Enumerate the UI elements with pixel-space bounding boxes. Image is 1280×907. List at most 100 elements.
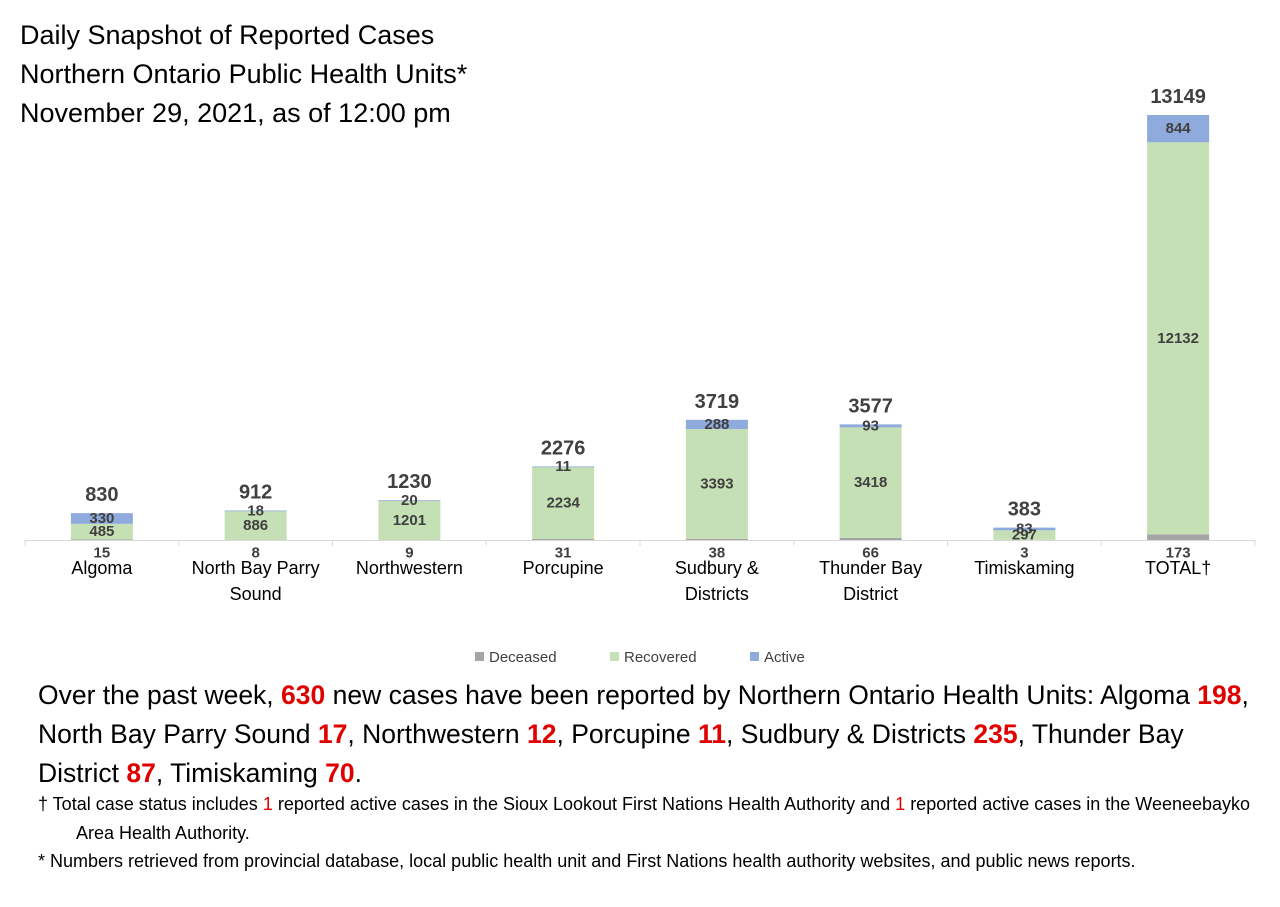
bar-segment-recovered — [70, 523, 133, 540]
data-label-active: 11 — [555, 458, 571, 475]
total-label: 13149 — [1150, 86, 1206, 108]
summary-item-name: Northwestern — [362, 719, 528, 749]
bar-segment-recovered — [532, 466, 595, 539]
summary-item-value: 235 — [973, 719, 1018, 749]
footnote-dagger-num2: 1 — [895, 794, 906, 814]
category-label: North Bay Parry — [192, 558, 320, 578]
summary-item-value: 198 — [1197, 680, 1242, 710]
data-label-recovered: 3418 — [854, 474, 887, 491]
data-label-recovered: 1201 — [393, 512, 426, 529]
bar-segment-recovered — [993, 530, 1056, 540]
title-line-1: Daily Snapshot of Reported Cases — [20, 20, 435, 50]
data-label-active: 18 — [247, 502, 264, 519]
bar-segment-recovered — [839, 427, 902, 538]
data-label-recovered: 2234 — [546, 494, 580, 511]
data-label-deceased: 38 — [709, 545, 726, 562]
bar-segment-active — [70, 513, 133, 524]
data-label-deceased: 66 — [862, 545, 879, 562]
legend-label-deceased: Deceased — [489, 649, 557, 666]
summary-item-name: North Bay Parry Sound — [38, 719, 318, 749]
total-label: 3577 — [848, 395, 893, 417]
title-line-3: November 29, 2021, as of 12:00 pm — [20, 98, 451, 128]
legend: Deceased Recovered Active — [475, 649, 805, 666]
bar-segment-active — [1147, 115, 1210, 143]
summary-item-name: Sudbury & Districts — [740, 719, 974, 749]
footnote-dagger-part2: reported active cases in the Sioux Looko… — [272, 794, 896, 814]
summary-item-separator: , — [1241, 680, 1249, 710]
bar-segment-deceased — [70, 539, 133, 541]
legend-swatch-deceased — [475, 652, 484, 661]
summary-item-value: 70 — [325, 758, 355, 788]
summary-item-value: 11 — [697, 719, 726, 749]
summary-item-separator: , — [556, 719, 572, 749]
data-label-recovered: 886 — [243, 517, 268, 534]
category-label: Sudbury & — [675, 558, 759, 578]
bar-segment-recovered — [685, 429, 748, 539]
data-label-recovered: 485 — [89, 523, 114, 540]
category-label: Algoma — [71, 558, 133, 578]
category-label: District — [843, 584, 898, 604]
summary-item-name: Algoma — [1100, 680, 1198, 710]
bar-segment-deceased — [685, 538, 748, 540]
chart-title: Daily Snapshot of Reported Cases Norther… — [20, 16, 467, 133]
bar-segment-deceased — [532, 538, 595, 540]
legend-swatch-recovered — [610, 652, 619, 661]
category-label: TOTAL† — [1145, 558, 1211, 578]
data-label-active: 288 — [704, 416, 729, 433]
total-label: 2276 — [541, 437, 586, 459]
category-label: Porcupine — [523, 558, 604, 578]
bar-segment-recovered — [1147, 142, 1210, 535]
bar-segment-deceased — [839, 537, 902, 540]
data-label-deceased: 9 — [405, 545, 413, 562]
data-label-deceased: 3 — [1020, 545, 1028, 562]
bar-segment-active — [532, 466, 595, 468]
data-label-active: 20 — [401, 492, 418, 509]
bar-segment-active — [378, 500, 441, 502]
summary-intro: Over the past week, — [38, 680, 282, 710]
bar-segment-recovered — [224, 511, 287, 540]
total-label: 830 — [85, 484, 118, 506]
data-label-active: 83 — [1016, 520, 1033, 537]
legend-label-active: Active — [764, 649, 805, 666]
summary-item-value: 87 — [126, 758, 156, 788]
footnote-dagger-part1: † Total case status includes — [38, 794, 263, 814]
category-label: Northwestern — [356, 558, 463, 578]
bar-segment-active — [993, 527, 1056, 531]
footnote-dagger-num1: 1 — [262, 794, 273, 814]
summary-item-separator: , — [347, 719, 363, 749]
footnote-dagger: † Total case status includes 1 reported … — [38, 790, 1268, 847]
data-label-deceased: 8 — [251, 545, 259, 562]
category-label: Thunder Bay — [819, 558, 922, 578]
category-label: Timiskaming — [974, 558, 1074, 578]
total-label: 3719 — [695, 391, 740, 413]
legend-label-recovered: Recovered — [624, 649, 697, 666]
summary-item-separator: , — [1017, 719, 1032, 749]
data-label-recovered: 3393 — [700, 475, 733, 492]
total-label: 912 — [239, 482, 272, 504]
total-label: 1230 — [387, 471, 432, 493]
summary-total-new-cases: 630 — [281, 680, 326, 710]
summary-item-separator: , — [725, 719, 741, 749]
x-axis-ticks — [24, 540, 1256, 546]
legend-swatch-active — [750, 652, 759, 661]
summary-item-name: Thunder Bay District — [38, 719, 1184, 788]
category-label: Sound — [230, 584, 282, 604]
data-label-active: 330 — [89, 510, 114, 527]
summary-item-value: 12 — [527, 719, 557, 749]
title-line-2: Northern Ontario Public Health Units* — [20, 59, 468, 89]
bar-group: 1548533083088861891291201201230312234112… — [70, 86, 1210, 562]
category-label: Districts — [685, 584, 749, 604]
data-label-active: 844 — [1166, 120, 1192, 137]
summary-item-name: Timiskaming — [170, 758, 326, 788]
footnotes: † Total case status includes 1 reported … — [38, 790, 1268, 876]
bar-segment-active — [839, 424, 902, 428]
bar-segment-active — [224, 510, 287, 512]
summary-item-value: 17 — [317, 719, 348, 749]
bar-segment-active — [685, 419, 748, 430]
summary-item-separator: . — [354, 758, 363, 788]
stacked-bar-chart: 1548533083088861891291201201230312234112… — [24, 86, 1256, 666]
total-label: 383 — [1008, 499, 1041, 521]
data-label-recovered: 297 — [1012, 527, 1037, 544]
summary-items: Algoma 198, North Bay Parry Sound 17, No… — [38, 680, 1249, 788]
summary-item-separator: , — [155, 758, 171, 788]
